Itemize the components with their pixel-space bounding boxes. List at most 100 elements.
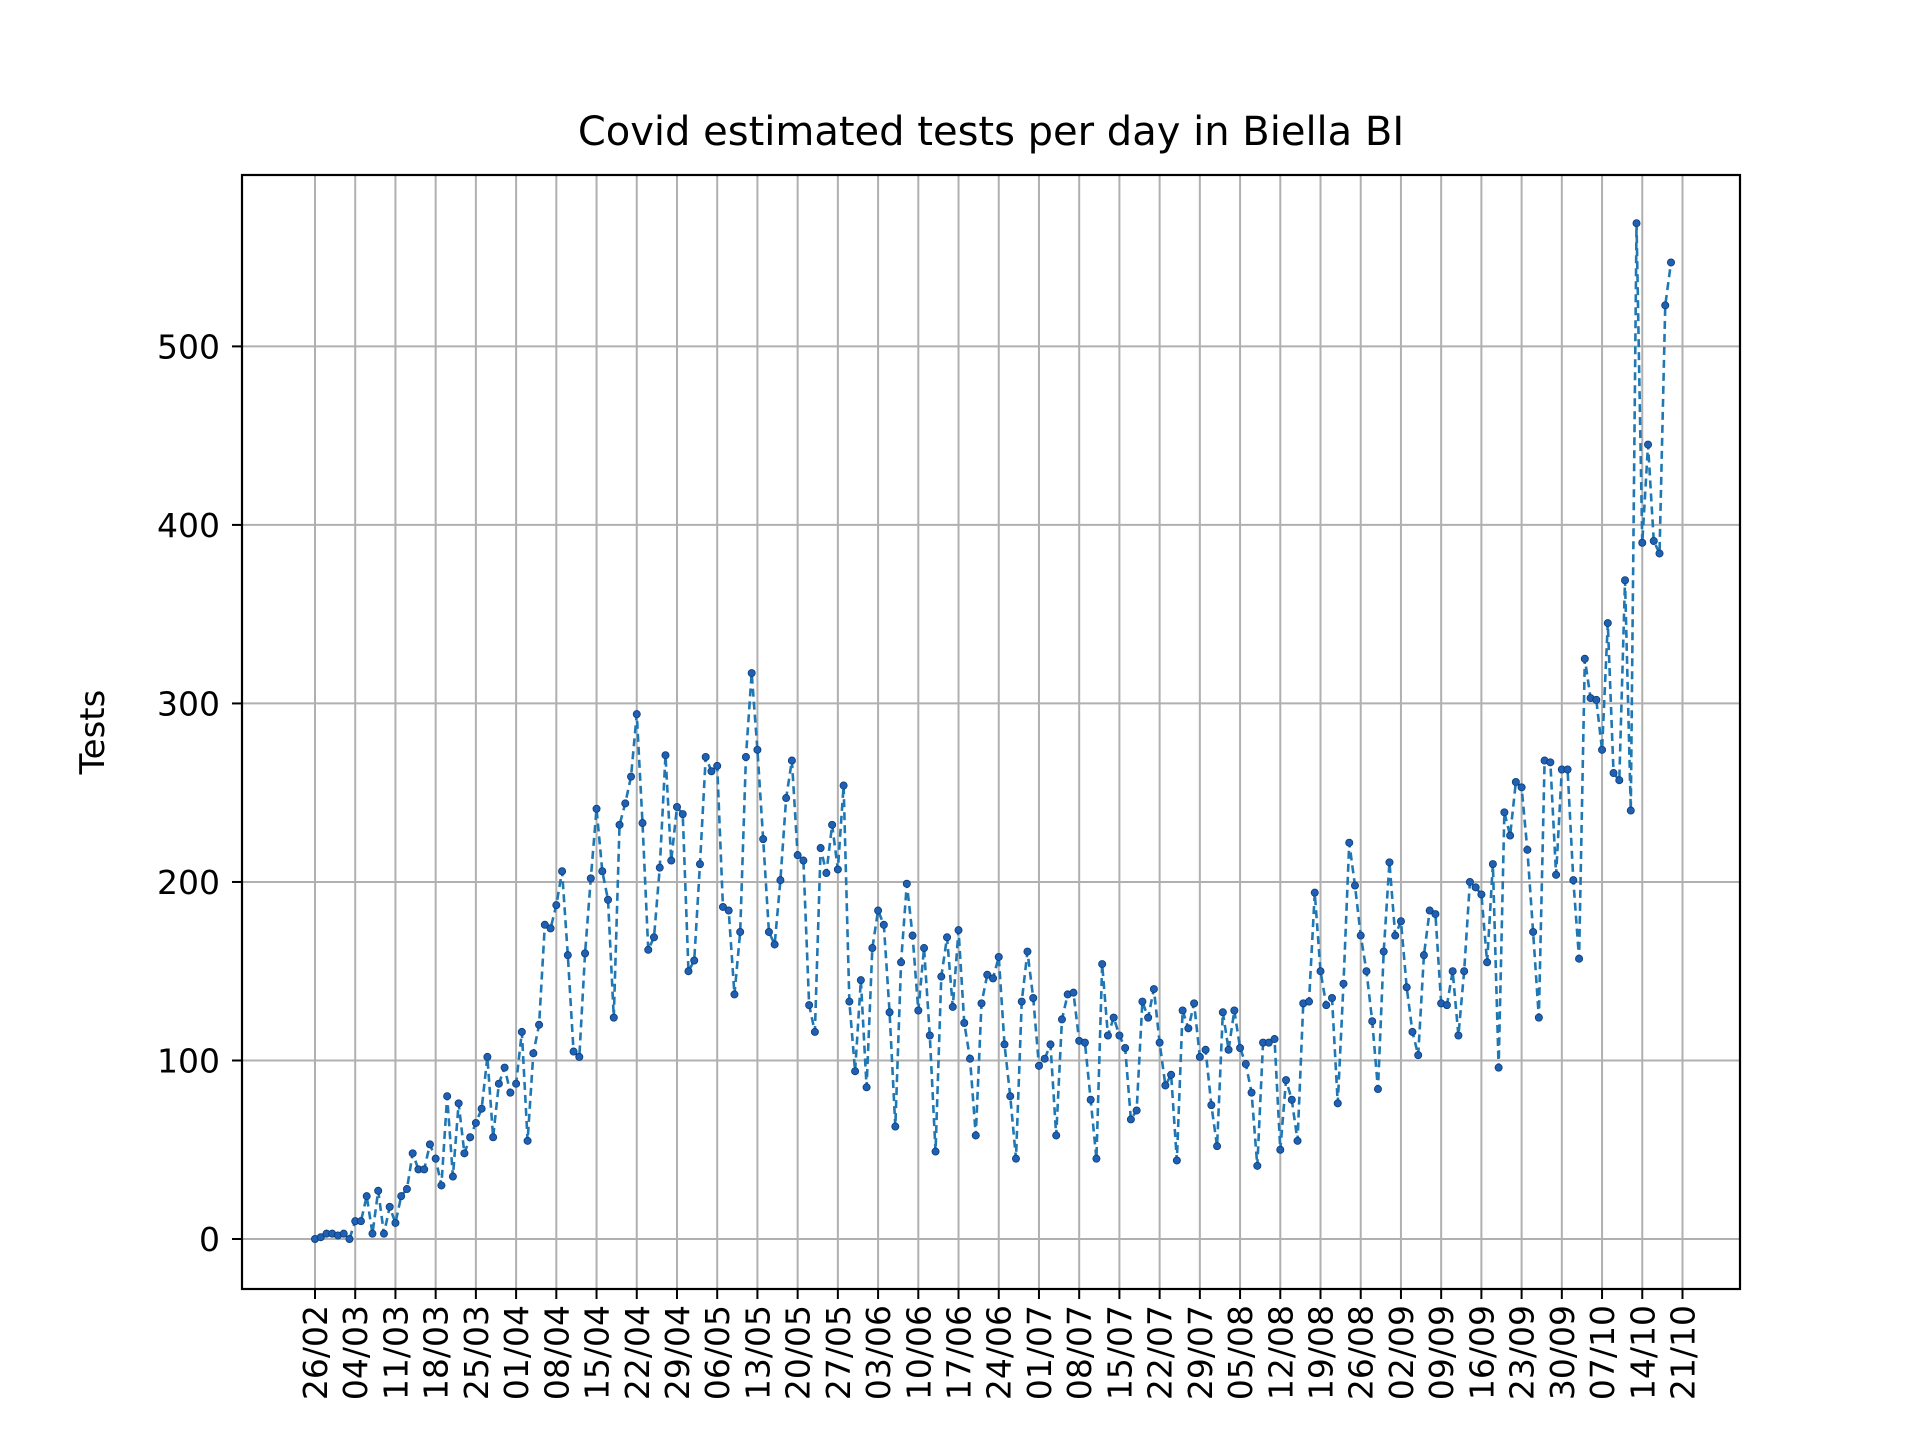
- data-point: [1339, 979, 1348, 988]
- data-point: [1126, 1115, 1135, 1124]
- y-tick-label: 0: [199, 1220, 220, 1259]
- data-point: [1598, 745, 1607, 754]
- data-point: [425, 1140, 434, 1149]
- data-point: [385, 1202, 394, 1211]
- data-point: [517, 1027, 526, 1036]
- data-point: [1230, 1006, 1239, 1015]
- data-point: [1471, 883, 1480, 892]
- chart-title: Covid estimated tests per day in Biella …: [578, 109, 1404, 155]
- data-point: [1638, 538, 1647, 547]
- data-point: [356, 1217, 365, 1226]
- data-point: [1483, 958, 1492, 967]
- data-point: [1253, 1161, 1262, 1170]
- data-point: [661, 751, 670, 760]
- data-point: [362, 1192, 371, 1201]
- data-point: [1034, 1061, 1043, 1070]
- data-point: [1621, 576, 1630, 585]
- data-point: [730, 990, 739, 999]
- data-point: [914, 1006, 923, 1015]
- data-point: [816, 844, 825, 853]
- x-tick-label: 29/07: [1181, 1305, 1220, 1400]
- data-point: [1402, 983, 1411, 992]
- data-point: [1414, 1051, 1423, 1060]
- data-point: [431, 1154, 440, 1163]
- x-tick-label: 04/03: [336, 1305, 375, 1400]
- data-point: [983, 970, 992, 979]
- data-point: [471, 1118, 480, 1127]
- data-point: [810, 1027, 819, 1036]
- data-point: [1040, 1054, 1049, 1063]
- x-tick-label: 10/06: [899, 1305, 938, 1400]
- data-point: [678, 810, 687, 819]
- data-point: [604, 895, 613, 904]
- data-point: [1603, 619, 1612, 628]
- data-point: [397, 1192, 406, 1201]
- data-point: [609, 1013, 618, 1022]
- data-point: [1121, 1043, 1130, 1052]
- data-point: [1373, 1085, 1382, 1094]
- data-point: [1644, 440, 1653, 449]
- data-point: [1460, 967, 1469, 976]
- data-point: [1465, 877, 1474, 886]
- data-point: [960, 1019, 969, 1028]
- x-tick-label: 29/04: [658, 1305, 697, 1400]
- x-tick-label: 20/05: [779, 1305, 818, 1400]
- data-point: [655, 863, 664, 872]
- x-tick-label: 05/08: [1221, 1305, 1260, 1400]
- data-point: [420, 1165, 429, 1174]
- data-point: [581, 949, 590, 958]
- data-point: [316, 1233, 325, 1242]
- data-point: [1534, 1013, 1543, 1022]
- data-point: [1161, 1081, 1170, 1090]
- data-point: [500, 1063, 509, 1072]
- data-point: [701, 752, 710, 761]
- data-point: [1052, 1131, 1061, 1140]
- data-point: [1609, 769, 1618, 778]
- x-tick-label: 02/09: [1382, 1305, 1421, 1400]
- data-point: [552, 901, 561, 910]
- data-point: [443, 1092, 452, 1101]
- data-point: [1500, 808, 1509, 817]
- x-tick-label: 13/05: [738, 1305, 777, 1400]
- data-point: [1103, 1031, 1112, 1040]
- y-tick-label: 100: [157, 1041, 220, 1080]
- data-point: [345, 1235, 354, 1244]
- data-point: [558, 867, 567, 876]
- data-point: [1241, 1060, 1250, 1069]
- data-point: [1442, 1001, 1451, 1010]
- data-point: [1580, 654, 1589, 663]
- data-point: [851, 1067, 860, 1076]
- data-point: [1080, 1038, 1089, 1047]
- data-point: [586, 874, 595, 883]
- x-tick-label: 08/04: [537, 1305, 576, 1400]
- x-tick-label: 19/08: [1302, 1305, 1341, 1400]
- data-point: [1184, 1024, 1193, 1033]
- data-point: [1293, 1136, 1302, 1145]
- data-point: [1092, 1154, 1101, 1163]
- data-point: [1316, 967, 1325, 976]
- data-point: [506, 1088, 515, 1097]
- y-tick-label: 200: [157, 863, 220, 902]
- x-tick-label: 26/02: [296, 1305, 335, 1400]
- x-tick-label: 26/08: [1342, 1305, 1381, 1400]
- data-point: [1115, 1031, 1124, 1040]
- data-point: [1305, 997, 1314, 1006]
- data-point: [627, 772, 636, 781]
- data-point: [1287, 1095, 1296, 1104]
- data-point: [460, 1149, 469, 1158]
- data-point: [1569, 876, 1578, 885]
- data-point: [793, 851, 802, 860]
- x-tick-label: 24/06: [980, 1305, 1019, 1400]
- x-axis: 26/02 04/03 11/03 18/03 25/03 01/04 08/04 15/04…: [296, 1289, 1702, 1400]
- data-point: [1046, 1040, 1055, 1049]
- x-tick-label: 12/08: [1261, 1305, 1300, 1400]
- data-point: [1546, 758, 1555, 767]
- data-point: [1006, 1092, 1015, 1101]
- data-point: [1575, 954, 1584, 963]
- x-tick-label: 01/07: [1020, 1305, 1059, 1400]
- x-tick-label: 17/06: [940, 1305, 979, 1400]
- data-point: [1328, 994, 1337, 1003]
- data-point: [770, 940, 779, 949]
- data-point: [402, 1185, 411, 1194]
